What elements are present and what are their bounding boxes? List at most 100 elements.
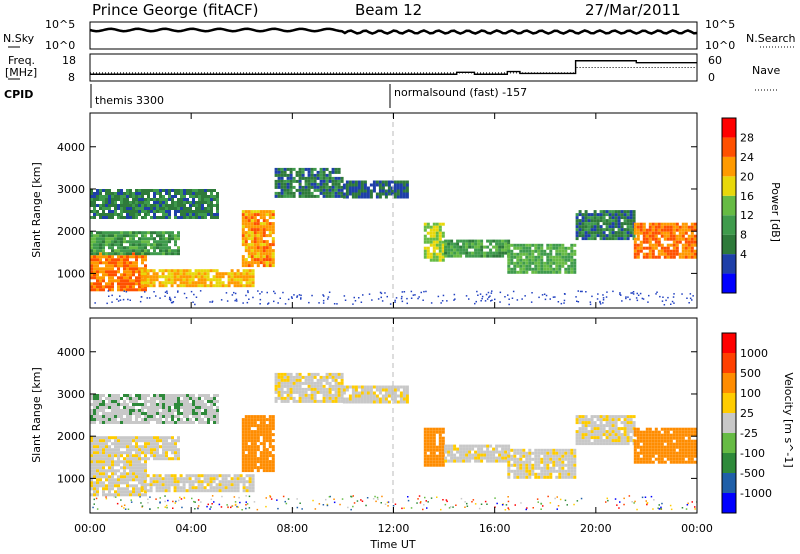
- x-tick-label: 12:00: [378, 522, 410, 535]
- echo-region-2: [90, 231, 180, 256]
- x-tick-label: 04:00: [175, 522, 207, 535]
- nave-line: [90, 67, 697, 74]
- freq-label: Freq.: [8, 54, 35, 67]
- y-tick-label: 4000: [57, 346, 85, 359]
- colorbar-segment: [722, 453, 736, 473]
- colorbar-segment: [722, 137, 736, 157]
- x-tick-label: 16:00: [479, 522, 511, 535]
- nave-tick-top: 60: [708, 54, 722, 67]
- freq-tick-top: 18: [62, 54, 76, 67]
- frequency-panel: Freq. [MHz] 18 8 60 0 Nave: [5, 53, 780, 91]
- echo-region-10: [507, 243, 577, 274]
- colorbar-tick-label: -25: [740, 427, 758, 440]
- y-tick-label: 1000: [57, 472, 85, 485]
- velocity-colorbar: 1000 500 100 25 -25 -100 -500 -1000: [721, 332, 772, 514]
- colorbar-segment: [722, 393, 736, 413]
- echo-region-1: [90, 457, 147, 497]
- noise-panel: N.Sky 10^5 10^0 10^5 10^0 N.Search: [3, 18, 796, 52]
- y-tick-label: 3000: [57, 388, 85, 401]
- power-x-ticks: [89, 113, 698, 308]
- colorbar-tick-label: 4: [740, 248, 747, 261]
- x-tick-label: 00:00: [681, 522, 713, 535]
- y-tick-label: 2000: [57, 225, 85, 238]
- velocity-data: [90, 372, 697, 511]
- echo-region-11: [575, 210, 636, 241]
- echo-region-4: [140, 474, 255, 493]
- echo-region-12: [633, 222, 697, 259]
- x-tick-labels: 00:00 04:00 08:00 12:00 16:00 20:00 00:00: [74, 522, 713, 535]
- echo-region-1: [90, 252, 147, 292]
- cpid-first-program: themis 3300: [95, 94, 164, 107]
- colorbar-tick-label: -500: [740, 467, 765, 480]
- echo-region-8: [423, 427, 445, 467]
- cpid-second-program: normalsound (fast) -157: [394, 86, 527, 99]
- near-range-speckle: [94, 290, 694, 306]
- x-axis-label: Time UT: [369, 538, 415, 551]
- power-y-ticks: 1000 2000 3000 4000: [57, 141, 697, 280]
- echo-region-10: [507, 448, 577, 479]
- colorbar-segment: [722, 176, 736, 196]
- colorbar-segment: [722, 473, 736, 493]
- colorbar-tick-label: -100: [740, 447, 765, 460]
- near-range-speckle: [92, 495, 697, 511]
- echo-region-4: [140, 269, 255, 288]
- echo-region-3: [90, 394, 219, 424]
- colorbar-segment: [722, 215, 736, 235]
- velocity-y-axis-label: Slant Range [km]: [30, 367, 43, 463]
- power-colorbar: 28 24 20 16 12 8 4: [721, 117, 754, 294]
- nsky-label: N.Sky: [3, 32, 35, 45]
- colorbar-tick-label: 20: [740, 170, 754, 183]
- echo-region-7: [342, 180, 409, 199]
- colorbar-segment: [722, 195, 736, 216]
- colorbar-tick-label: 16: [740, 190, 754, 203]
- echo-region-9: [444, 444, 511, 463]
- colorbar-tick-label: 100: [740, 387, 761, 400]
- y-tick-label: 1000: [57, 267, 85, 280]
- power-y-axis-label: Slant Range [km]: [30, 162, 43, 258]
- echo-region-3: [90, 189, 219, 219]
- velocity-panel: 1000 2000 3000 4000 Slant Range [km] 1000 50…: [30, 317, 795, 514]
- colorbar-frame: [721, 117, 737, 294]
- echo-region-11: [575, 415, 636, 446]
- colorbar-segment: [722, 333, 736, 353]
- colorbar-segment: [722, 353, 736, 373]
- velocity-y-ticks: 1000 2000 3000 4000: [57, 346, 697, 485]
- echo-region-9: [444, 239, 511, 258]
- colorbar-frame: [721, 332, 737, 514]
- nave-tick-bottom: 0: [708, 71, 715, 84]
- colorbar-tick-label: -1000: [740, 487, 772, 500]
- frequency-line: [90, 60, 697, 75]
- noise-sky-line: [89, 27, 698, 35]
- freq-tick-bottom: 8: [68, 71, 75, 84]
- power-data: [90, 167, 697, 306]
- x-tick-label: 20:00: [580, 522, 612, 535]
- freq-unit: [MHz]: [5, 66, 37, 79]
- echo-region-5: [241, 415, 275, 473]
- date-label: 27/Mar/2011: [585, 1, 681, 19]
- power-panel: 1000 2000 3000 4000 Slant Range [km] 28 24 20…: [30, 112, 782, 309]
- echo-region-12: [633, 427, 697, 464]
- nave-label: Nave: [752, 64, 780, 77]
- echo-region-6: [274, 372, 344, 403]
- y-tick-label: 4000: [57, 141, 85, 154]
- colorbar-segment: [722, 373, 736, 393]
- colorbar-segment: [722, 118, 736, 138]
- noise-tick-bottom-right: 10^0: [705, 39, 735, 52]
- nsearch-label: N.Search: [746, 32, 796, 45]
- station-title: Prince George (fitACF): [92, 1, 258, 19]
- cpid-row: CPID themis 3300 normalsound (fast) -157: [4, 84, 527, 108]
- cpid-label: CPID: [4, 88, 33, 101]
- echo-region-2: [90, 436, 180, 461]
- echo-region-5: [241, 210, 275, 268]
- x-tick-label: 08:00: [276, 522, 308, 535]
- colorbar-segment: [722, 433, 736, 453]
- colorbar-segment: [722, 413, 736, 433]
- x-tick-label: 00:00: [74, 522, 106, 535]
- echo-region-6: [274, 167, 344, 198]
- colorbar-tick-label: 500: [740, 367, 761, 380]
- colorbar-segment: [722, 273, 736, 293]
- colorbar-tick-label: 8: [740, 229, 747, 242]
- colorbar-segment: [722, 156, 736, 177]
